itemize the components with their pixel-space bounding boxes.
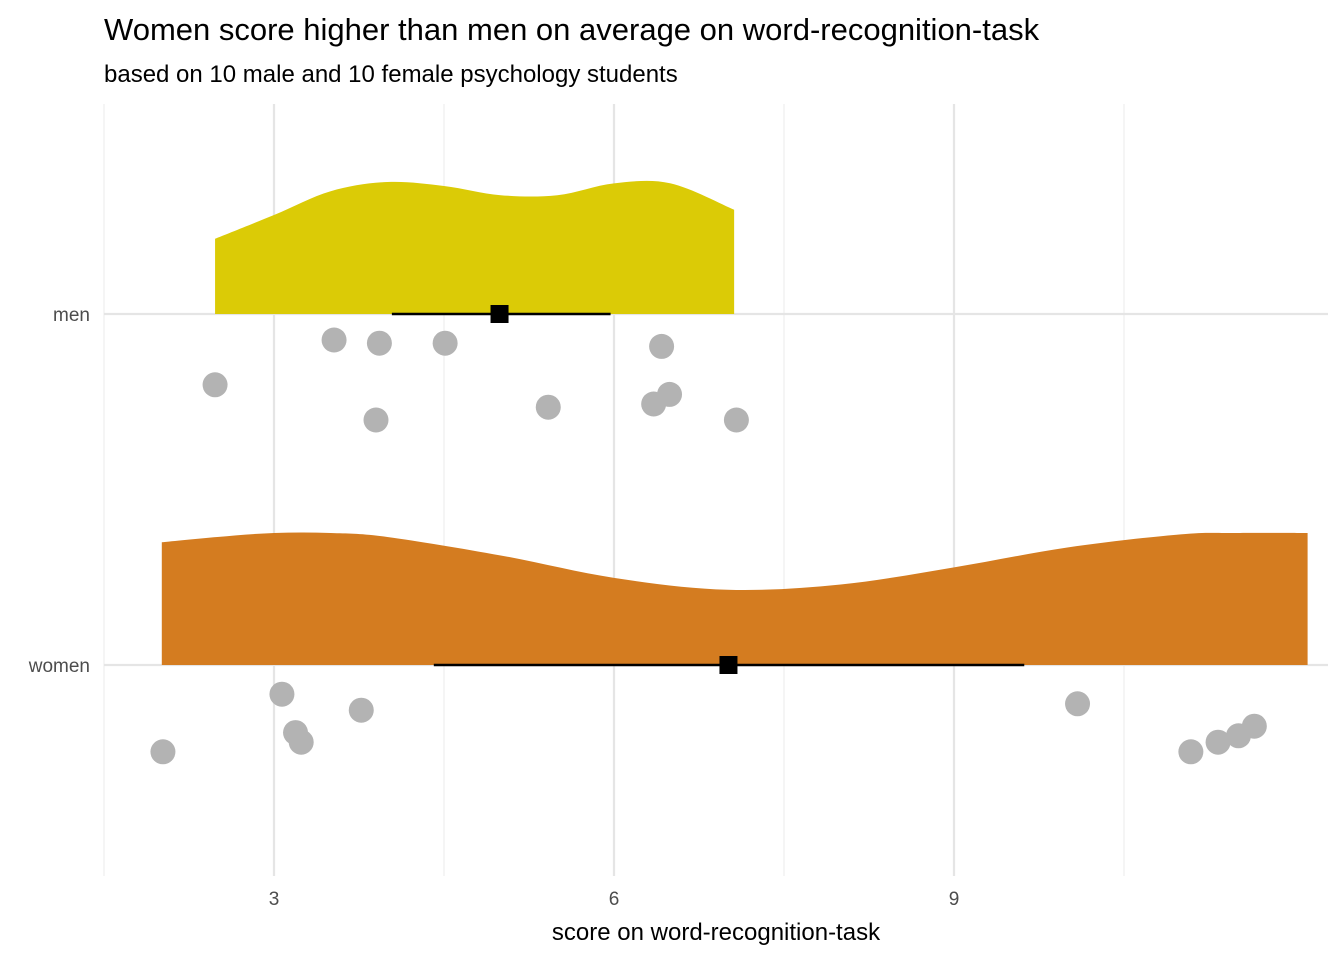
y-axis-ticks: men women — [28, 305, 90, 677]
data-point-men-4 — [432, 330, 458, 356]
data-point-women-9 — [1241, 713, 1267, 739]
chart-subtitle: based on 10 male and 10 female psycholog… — [104, 61, 678, 88]
data-point-women-1 — [269, 681, 295, 707]
x-tick-label-9: 9 — [949, 889, 960, 910]
data-point-women-5 — [1065, 691, 1091, 717]
x-axis-ticks: 3 6 9 — [269, 889, 960, 910]
chart-title: Women score higher than men on average o… — [104, 12, 1040, 47]
x-axis-title: score on word-recognition-task — [552, 919, 881, 946]
data-point-women-7 — [1205, 729, 1231, 755]
data-points — [150, 327, 1267, 765]
data-point-women-3 — [288, 729, 314, 755]
data-point-men-0 — [202, 372, 228, 398]
mean-marker-men — [490, 305, 509, 323]
data-point-women-6 — [1178, 739, 1204, 765]
data-point-men-7 — [649, 333, 675, 359]
data-point-men-9 — [723, 407, 749, 433]
x-tick-label-6: 6 — [609, 889, 620, 910]
data-point-men-8 — [657, 381, 683, 407]
density-cloud-women — [161, 532, 1308, 665]
density-clouds — [161, 180, 1308, 665]
mean-marker-women — [719, 656, 738, 674]
data-point-men-1 — [321, 327, 347, 353]
data-point-men-5 — [535, 394, 561, 420]
y-tick-label-men: men — [53, 305, 90, 326]
y-tick-label-women: women — [28, 656, 90, 677]
data-point-men-2 — [363, 407, 389, 433]
mean-intervals — [391, 305, 1025, 674]
data-point-women-0 — [150, 739, 176, 765]
density-cloud-men — [215, 180, 735, 314]
x-tick-label-3: 3 — [269, 889, 280, 910]
data-point-women-4 — [348, 697, 374, 723]
data-point-men-3 — [366, 330, 392, 356]
